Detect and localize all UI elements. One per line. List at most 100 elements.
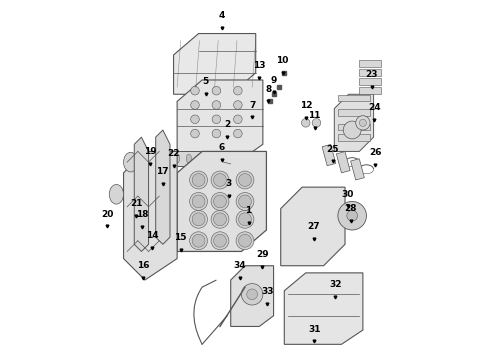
Circle shape <box>192 174 205 186</box>
Ellipse shape <box>257 154 262 163</box>
Circle shape <box>239 213 251 226</box>
Bar <box>336 152 350 173</box>
Circle shape <box>190 232 207 249</box>
Circle shape <box>190 210 207 228</box>
Text: 1: 1 <box>245 206 252 215</box>
Circle shape <box>234 129 242 138</box>
Text: 8: 8 <box>265 85 271 94</box>
Ellipse shape <box>109 184 123 204</box>
Polygon shape <box>123 152 177 280</box>
Polygon shape <box>156 130 170 244</box>
Circle shape <box>338 202 367 230</box>
Polygon shape <box>173 152 263 166</box>
Text: 12: 12 <box>300 101 313 110</box>
Text: 33: 33 <box>261 287 273 296</box>
Polygon shape <box>284 273 363 344</box>
Polygon shape <box>177 80 263 162</box>
Text: 7: 7 <box>249 101 255 110</box>
Circle shape <box>234 101 242 109</box>
Circle shape <box>211 210 229 228</box>
Ellipse shape <box>198 154 203 163</box>
Circle shape <box>239 195 251 208</box>
Circle shape <box>247 289 258 300</box>
Bar <box>338 134 370 141</box>
Text: 30: 30 <box>342 190 354 199</box>
Circle shape <box>191 115 199 123</box>
Circle shape <box>236 210 254 228</box>
Circle shape <box>212 129 220 138</box>
Bar <box>351 159 365 180</box>
Circle shape <box>212 86 220 95</box>
Circle shape <box>301 118 310 127</box>
Text: 10: 10 <box>276 56 289 65</box>
Circle shape <box>236 232 254 249</box>
Circle shape <box>214 174 226 186</box>
Bar <box>322 144 336 166</box>
Circle shape <box>239 234 251 247</box>
Text: 26: 26 <box>369 148 382 157</box>
Text: 5: 5 <box>202 77 209 86</box>
Ellipse shape <box>221 154 227 163</box>
Text: 15: 15 <box>174 233 187 242</box>
Circle shape <box>190 171 207 189</box>
Polygon shape <box>281 187 345 266</box>
Circle shape <box>212 101 220 109</box>
Bar <box>359 69 381 76</box>
Text: 19: 19 <box>144 147 157 156</box>
Text: 18: 18 <box>136 210 148 219</box>
Circle shape <box>190 193 207 210</box>
Text: 32: 32 <box>329 280 342 289</box>
Text: 3: 3 <box>226 179 232 188</box>
Text: 2: 2 <box>224 120 230 129</box>
Polygon shape <box>231 266 273 327</box>
Circle shape <box>234 86 242 95</box>
Circle shape <box>236 193 254 210</box>
Ellipse shape <box>174 154 180 163</box>
Polygon shape <box>177 152 267 251</box>
Circle shape <box>192 195 205 208</box>
Text: 23: 23 <box>366 70 378 79</box>
Circle shape <box>191 101 199 109</box>
Text: 34: 34 <box>234 261 246 270</box>
Text: 17: 17 <box>156 167 169 176</box>
Circle shape <box>211 232 229 249</box>
Circle shape <box>234 115 242 123</box>
Circle shape <box>191 86 199 95</box>
Circle shape <box>191 129 199 138</box>
Bar <box>338 109 370 116</box>
Polygon shape <box>173 33 256 94</box>
Circle shape <box>239 174 251 186</box>
Ellipse shape <box>210 154 215 163</box>
Bar <box>359 87 381 94</box>
Circle shape <box>192 234 205 247</box>
Text: 27: 27 <box>308 222 320 231</box>
Circle shape <box>192 213 205 226</box>
Bar <box>359 78 381 85</box>
Circle shape <box>212 115 220 123</box>
Text: 14: 14 <box>146 231 158 240</box>
Text: 4: 4 <box>219 11 225 20</box>
Circle shape <box>343 121 361 139</box>
Circle shape <box>214 195 226 208</box>
Circle shape <box>236 171 254 189</box>
Text: 24: 24 <box>368 103 381 112</box>
Ellipse shape <box>123 152 138 172</box>
Ellipse shape <box>233 154 239 163</box>
Circle shape <box>214 234 226 247</box>
Circle shape <box>214 213 226 226</box>
Circle shape <box>211 171 229 189</box>
Text: 31: 31 <box>308 325 320 334</box>
Text: 22: 22 <box>167 149 180 158</box>
Text: 25: 25 <box>326 145 339 154</box>
Text: 21: 21 <box>130 199 142 208</box>
Bar <box>338 95 370 102</box>
Text: 6: 6 <box>219 144 225 153</box>
Circle shape <box>211 193 229 210</box>
Text: 16: 16 <box>137 261 149 270</box>
Circle shape <box>242 284 263 305</box>
Circle shape <box>312 118 321 127</box>
Bar <box>338 123 370 130</box>
Polygon shape <box>134 137 148 251</box>
Ellipse shape <box>186 154 192 163</box>
Text: 29: 29 <box>256 250 269 259</box>
